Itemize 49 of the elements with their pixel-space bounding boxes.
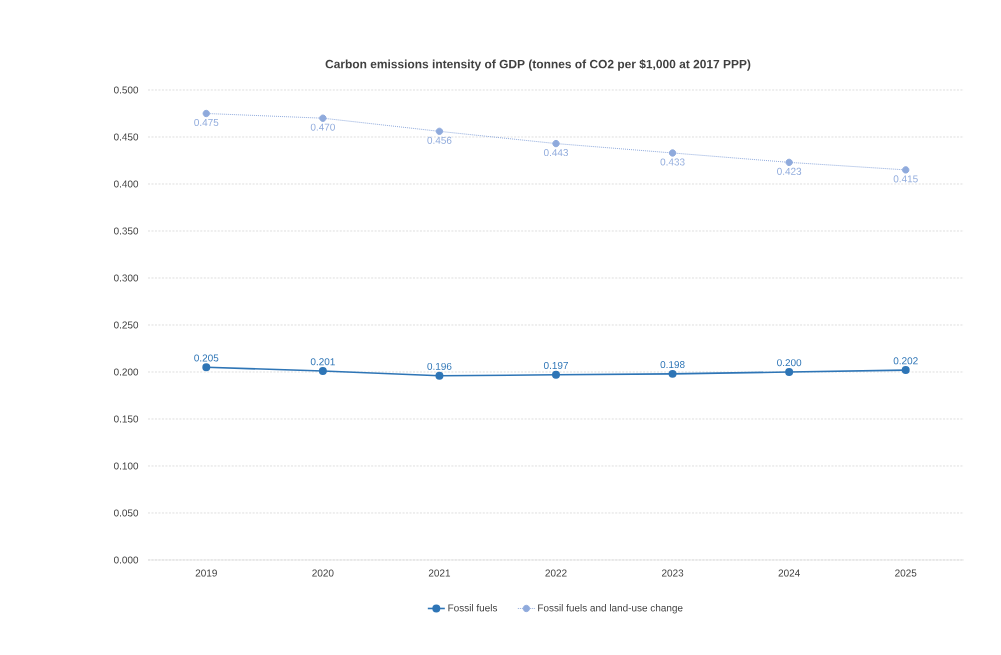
point: [668, 369, 677, 378]
point: [902, 166, 910, 174]
point: [668, 149, 677, 157]
x-tick-label: 2020: [312, 569, 334, 577]
legend-label: Fossil fuels: [448, 604, 498, 612]
data-label: 0.200: [777, 359, 802, 367]
point: [552, 139, 560, 148]
data-label: 0.433: [660, 158, 685, 166]
point: [435, 127, 444, 136]
x-tick-label: 2024: [778, 569, 800, 577]
data-label: 0.205: [194, 354, 219, 362]
point: [901, 366, 910, 375]
x-tick-label: 2023: [662, 569, 684, 577]
point: [202, 363, 211, 372]
data-label: 0.197: [543, 361, 568, 370]
y-tick-label: 0.200: [113, 368, 139, 376]
point: [319, 114, 327, 122]
point: [785, 368, 794, 376]
y-tick-label: 0.350: [113, 227, 139, 235]
point: [435, 371, 444, 380]
data-label: 0.196: [427, 362, 452, 370]
point: [202, 109, 210, 118]
point: [785, 158, 793, 167]
legend-label: Fossil fuels and land-use change: [538, 604, 683, 614]
data-label: 0.475: [194, 118, 219, 127]
y-tick-label: 0.250: [113, 321, 139, 329]
data-label: 0.470: [310, 123, 335, 131]
y-tick-label: 0.300: [113, 274, 139, 282]
data-label: 0.202: [893, 357, 918, 365]
data-label: 0.443: [543, 149, 569, 157]
point: [552, 370, 560, 379]
x-tick-label: 2019: [195, 569, 217, 577]
y-tick-label: 0.450: [113, 133, 139, 141]
data-label: 0.201: [310, 358, 335, 366]
y-tick-label: 0.000: [113, 556, 139, 564]
data-label: 0.423: [777, 167, 802, 175]
x-tick-label: 2022: [545, 569, 567, 577]
y-tick-label: 0.500: [113, 86, 139, 94]
y-tick-label: 0.400: [113, 180, 139, 188]
y-tick-label: 0.150: [113, 415, 139, 423]
y-tick-label: 0.100: [113, 462, 139, 470]
x-tick-label: 2021: [428, 569, 451, 577]
point: [318, 367, 327, 376]
chart-title: Carbon emissions intensity of GDP (tonnes of CO2 per $1,000 at 2017 PPP): [325, 59, 751, 71]
x-tick-label: 2025: [895, 569, 917, 577]
y-tick-label: 0.050: [113, 509, 139, 517]
data-label: 0.198: [660, 361, 685, 369]
data-label: 0.456: [427, 136, 452, 144]
data-label: 0.415: [893, 175, 918, 183]
